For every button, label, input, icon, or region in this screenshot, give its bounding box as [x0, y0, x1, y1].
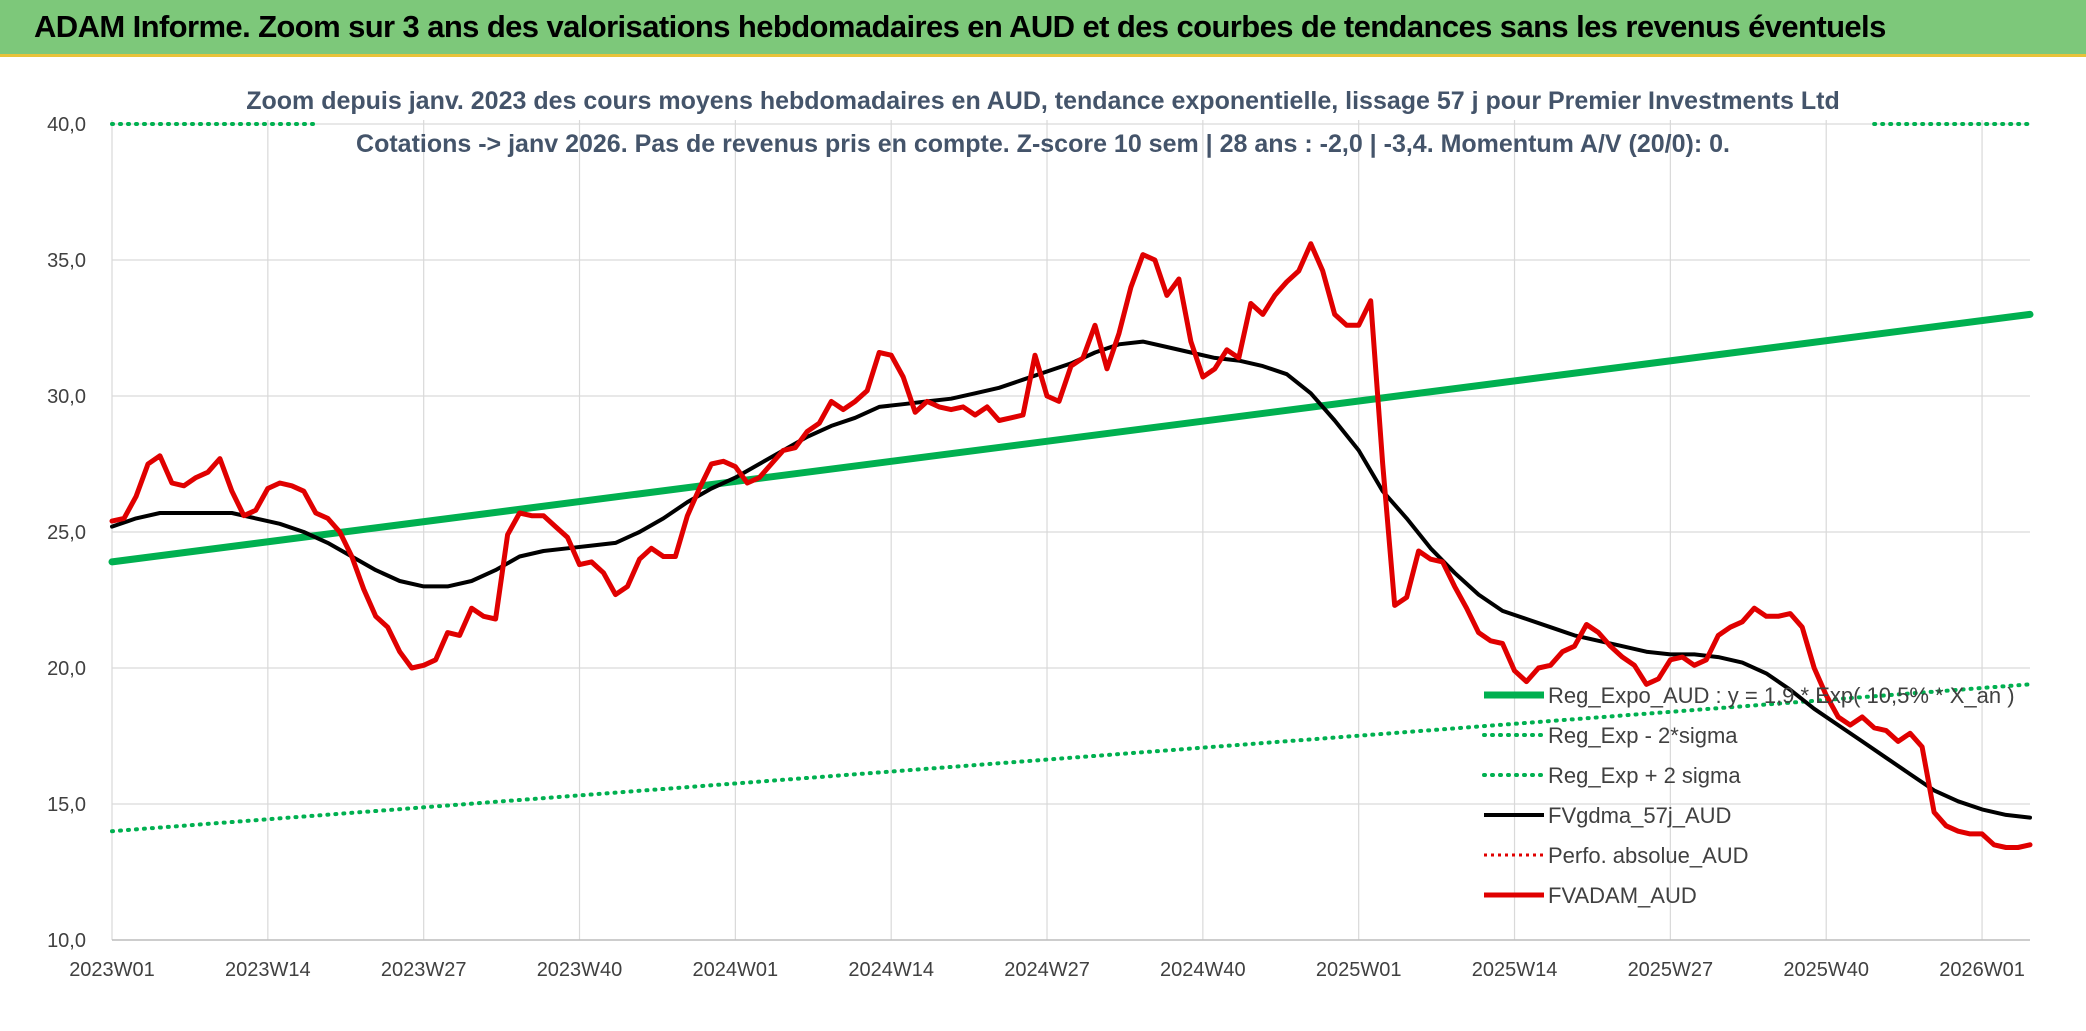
- series-line-reg-expo: [108, 310, 2034, 566]
- y-tick-label: 35,0: [47, 250, 86, 272]
- legend-label-reg-expo: Reg_Expo_AUD : y = 1,9 * Exp( 10,5% * X_…: [1548, 683, 2015, 708]
- x-axis-ticks: 2023W01 2023W14 2023W27 2023W40 2024W01 2024W…: [69, 959, 2025, 981]
- legend-label-fvadam: FVADAM_AUD: [1548, 883, 1697, 908]
- y-tick-label: 10,0: [47, 930, 86, 952]
- chart-frame: [0, 54, 2086, 1031]
- x-tick-label: 2023W40: [537, 959, 623, 981]
- grid-lines: [111, 120, 2030, 941]
- series-line-reg-exp-minus-2sigma: [110, 682, 2032, 834]
- x-tick-label: 2024W14: [848, 959, 934, 981]
- x-tick-label: 2023W27: [381, 959, 467, 981]
- legend-label-perfo-absolue: Perfo. absolue_AUD: [1548, 843, 1749, 868]
- x-tick-label: 2025W27: [1628, 959, 1714, 981]
- chart-subtitle: Cotations -> janv 2026. Pas de revenus p…: [356, 130, 1730, 158]
- x-tick-label: 2025W01: [1316, 959, 1402, 981]
- y-tick-label: 25,0: [47, 522, 86, 544]
- legend-label-reg-exp-plus-2sigma: Reg_Exp + 2 sigma: [1548, 763, 1741, 788]
- x-tick-label: 2024W01: [693, 959, 779, 981]
- x-tick-label: 2024W27: [1004, 959, 1090, 981]
- x-tick-label: 2025W14: [1472, 959, 1558, 981]
- y-tick-label: 20,0: [47, 658, 86, 680]
- x-tick-label: 2023W14: [225, 959, 311, 981]
- report-banner: ADAM Informe. Zoom sur 3 ans des valoris…: [0, 0, 2086, 54]
- report-title: ADAM Informe. Zoom sur 3 ans des valoris…: [34, 9, 1886, 44]
- x-tick-label: 2025W40: [1783, 959, 1869, 981]
- chart-titles: Zoom depuis janv. 2023 des cours moyens …: [246, 87, 1840, 158]
- y-tick-label: 15,0: [47, 794, 86, 816]
- legend-label-fvgdma-57j: FVgdma_57j_AUD: [1548, 803, 1731, 828]
- series-line-fvgdma-57j: [110, 339, 2032, 820]
- y-axis-ticks: 10,0 15,0 20,0 25,0 30,0 35,0 40,0: [47, 114, 86, 952]
- y-tick-label: 40,0: [47, 114, 86, 136]
- series-lines: [108, 122, 2034, 850]
- x-tick-label: 2023W01: [69, 959, 155, 981]
- x-tick-label: 2024W40: [1160, 959, 1246, 981]
- legend-label-reg-exp-minus-2sigma: Reg_Exp - 2*sigma: [1548, 723, 1738, 748]
- y-tick-label: 30,0: [47, 386, 86, 408]
- chart-legend: Reg_Expo_AUD : y = 1,9 * Exp( 10,5% * X_…: [1482, 683, 2015, 908]
- series-line-fvadam: [109, 241, 2033, 850]
- chart-title: Zoom depuis janv. 2023 des cours moyens …: [246, 87, 1840, 115]
- x-tick-label: 2026W01: [1939, 959, 2025, 981]
